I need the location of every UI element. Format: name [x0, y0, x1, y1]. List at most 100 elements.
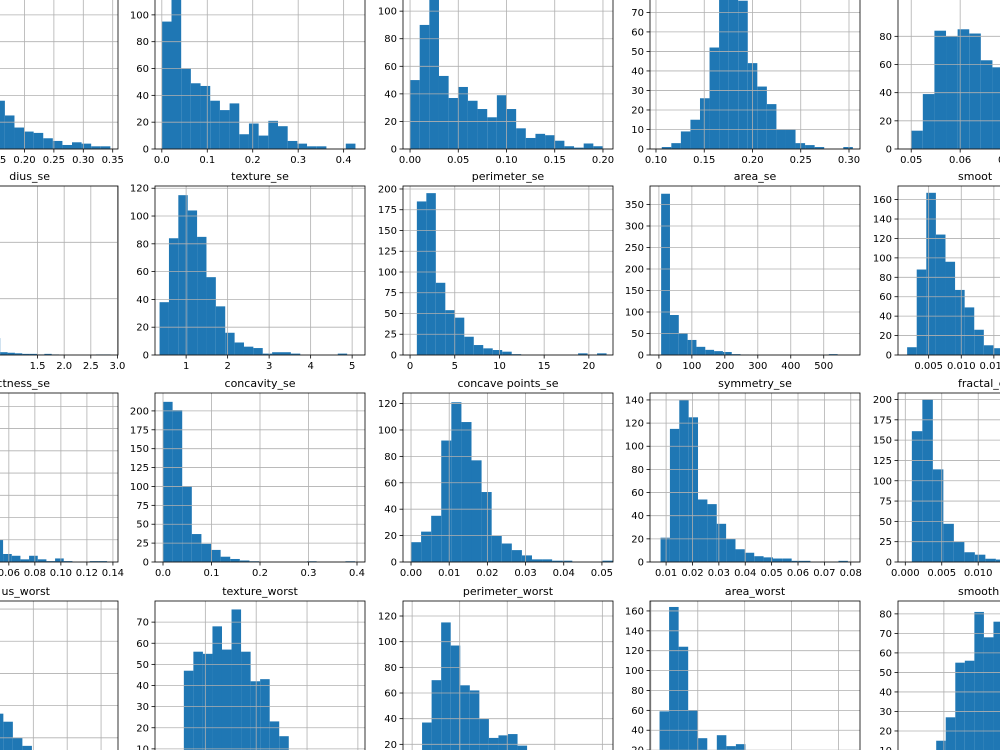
x-tick-label: 0.14 — [102, 568, 124, 579]
y-tick-label: 150 — [130, 444, 149, 455]
bar — [671, 143, 681, 149]
x-tick-label: 0.08 — [840, 568, 862, 579]
bar — [791, 560, 802, 562]
bar — [62, 144, 72, 149]
y-tick-label: 40 — [384, 89, 397, 100]
bar — [479, 718, 489, 750]
bar — [239, 134, 249, 149]
y-tick-label: 100 — [378, 637, 397, 648]
y-tick-label: 60 — [136, 267, 149, 278]
x-tick-label: 0.25 — [790, 155, 812, 166]
subplot-title: smoot — [958, 170, 993, 183]
bar — [200, 85, 211, 149]
y-tick-label: 20 — [631, 105, 644, 116]
y-tick-label: 100 — [625, 666, 644, 677]
bar — [229, 103, 240, 149]
bar — [916, 269, 927, 355]
subplot-title: texture_se — [231, 170, 289, 183]
bar — [669, 428, 680, 562]
x-tick-label: 0.3 — [301, 568, 317, 579]
y-tick-label: 60 — [384, 62, 397, 73]
x-tick-label: 0.0 — [155, 568, 171, 579]
bars — [422, 622, 528, 750]
bar — [911, 130, 923, 149]
bar — [262, 353, 273, 355]
x-tick-label: 5 — [349, 361, 355, 372]
x-tick-label: 0 — [407, 361, 413, 372]
y-tick-label: 60 — [631, 706, 644, 717]
bar — [22, 353, 30, 355]
x-tick-label: 0.015 — [980, 361, 1000, 372]
bar — [506, 109, 517, 149]
bar — [738, 0, 748, 149]
y-tick-label: 10 — [631, 125, 644, 136]
y-tick-label: 250 — [625, 243, 644, 254]
bar — [183, 670, 194, 750]
y-tick-label: 70 — [136, 618, 149, 629]
bar — [445, 310, 455, 355]
y-tick-label: 70 — [631, 8, 644, 19]
y-tick-label: 160 — [625, 606, 644, 617]
y-tick-label: 40 — [631, 66, 644, 77]
bar — [297, 143, 308, 149]
y-tick-label: 0 — [886, 145, 892, 156]
bar — [239, 560, 250, 562]
bar — [922, 94, 935, 149]
bar — [726, 538, 736, 562]
y-tick-label: 100 — [378, 7, 397, 18]
bar — [974, 611, 984, 750]
y-tick-label: 40 — [384, 505, 397, 516]
x-tick-label: 0.05 — [900, 155, 922, 166]
y-tick-label: 80 — [384, 452, 397, 463]
subplot: 0.000.050.100.150.20020406080100120 — [378, 0, 614, 166]
bar — [421, 531, 432, 562]
x-tick-label: 0.12 — [76, 568, 98, 579]
y-tick-label: 40 — [879, 88, 892, 99]
y-tick-label: 40 — [384, 714, 397, 725]
y-tick-label: 0 — [143, 558, 149, 569]
axes-frame — [154, 185, 366, 356]
x-tick-label: 0.2 — [252, 568, 268, 579]
bar — [805, 145, 815, 149]
y-tick-label: 20 — [879, 331, 892, 342]
y-tick-label: 40 — [136, 681, 149, 692]
bar — [782, 558, 792, 562]
bar — [29, 555, 38, 562]
y-tick-label: 60 — [879, 292, 892, 303]
y-tick-label: 200 — [625, 264, 644, 275]
x-tick-label: 15 — [538, 361, 551, 372]
bar — [248, 123, 259, 149]
y-tick-label: 0 — [886, 558, 892, 569]
bar — [795, 143, 806, 149]
y-tick-label: 120 — [378, 399, 397, 410]
bar — [757, 86, 767, 149]
y-tick-label: 60 — [136, 64, 149, 75]
bar — [678, 646, 689, 750]
bar — [230, 558, 240, 562]
bar — [451, 402, 462, 562]
y-tick-label: 50 — [384, 309, 397, 320]
y-tick-label: 40 — [879, 312, 892, 323]
x-tick-label: 2.0 — [56, 361, 72, 372]
x-tick-label: 20 — [582, 361, 595, 372]
bar — [985, 558, 996, 562]
bar — [936, 740, 946, 750]
bar — [279, 736, 289, 750]
axes-frame — [897, 0, 1000, 150]
x-tick-label: 0.005 — [914, 361, 943, 372]
subplot-title: fractal_di — [958, 377, 1000, 390]
y-tick-label: 40 — [136, 295, 149, 306]
y-tick-label: 0 — [886, 351, 892, 362]
axes-frame — [402, 0, 614, 150]
x-tick-label: 0.3 — [290, 155, 306, 166]
axes-background — [0, 0, 118, 149]
y-tick-label: 100 — [625, 307, 644, 318]
y-tick-label: 40 — [136, 91, 149, 102]
bars — [936, 611, 1000, 750]
x-tick-label: 0.02 — [476, 568, 498, 579]
x-tick-label: 0.00 — [400, 568, 422, 579]
bar — [438, 75, 449, 149]
bar — [516, 128, 526, 149]
axes-frame — [402, 392, 614, 563]
bar — [945, 717, 956, 750]
